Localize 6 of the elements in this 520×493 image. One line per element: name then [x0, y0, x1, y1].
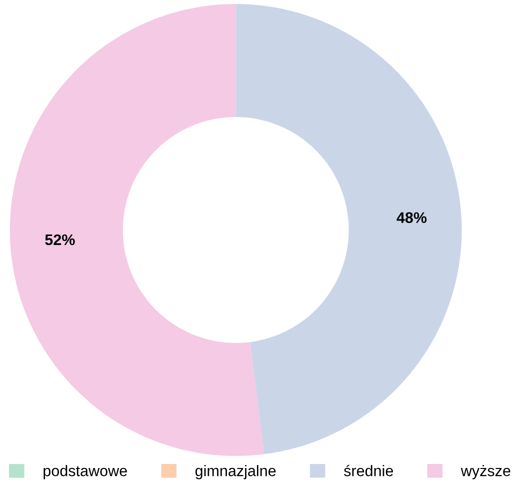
- legend-label: gimnazjalne: [195, 465, 276, 480]
- data-label: 48%: [396, 212, 427, 224]
- legend-label: podstawowe: [44, 465, 127, 480]
- data-label: 52%: [45, 234, 75, 246]
- legend-label: średnie: [344, 464, 393, 476]
- legend-label: wyższe: [460, 465, 510, 480]
